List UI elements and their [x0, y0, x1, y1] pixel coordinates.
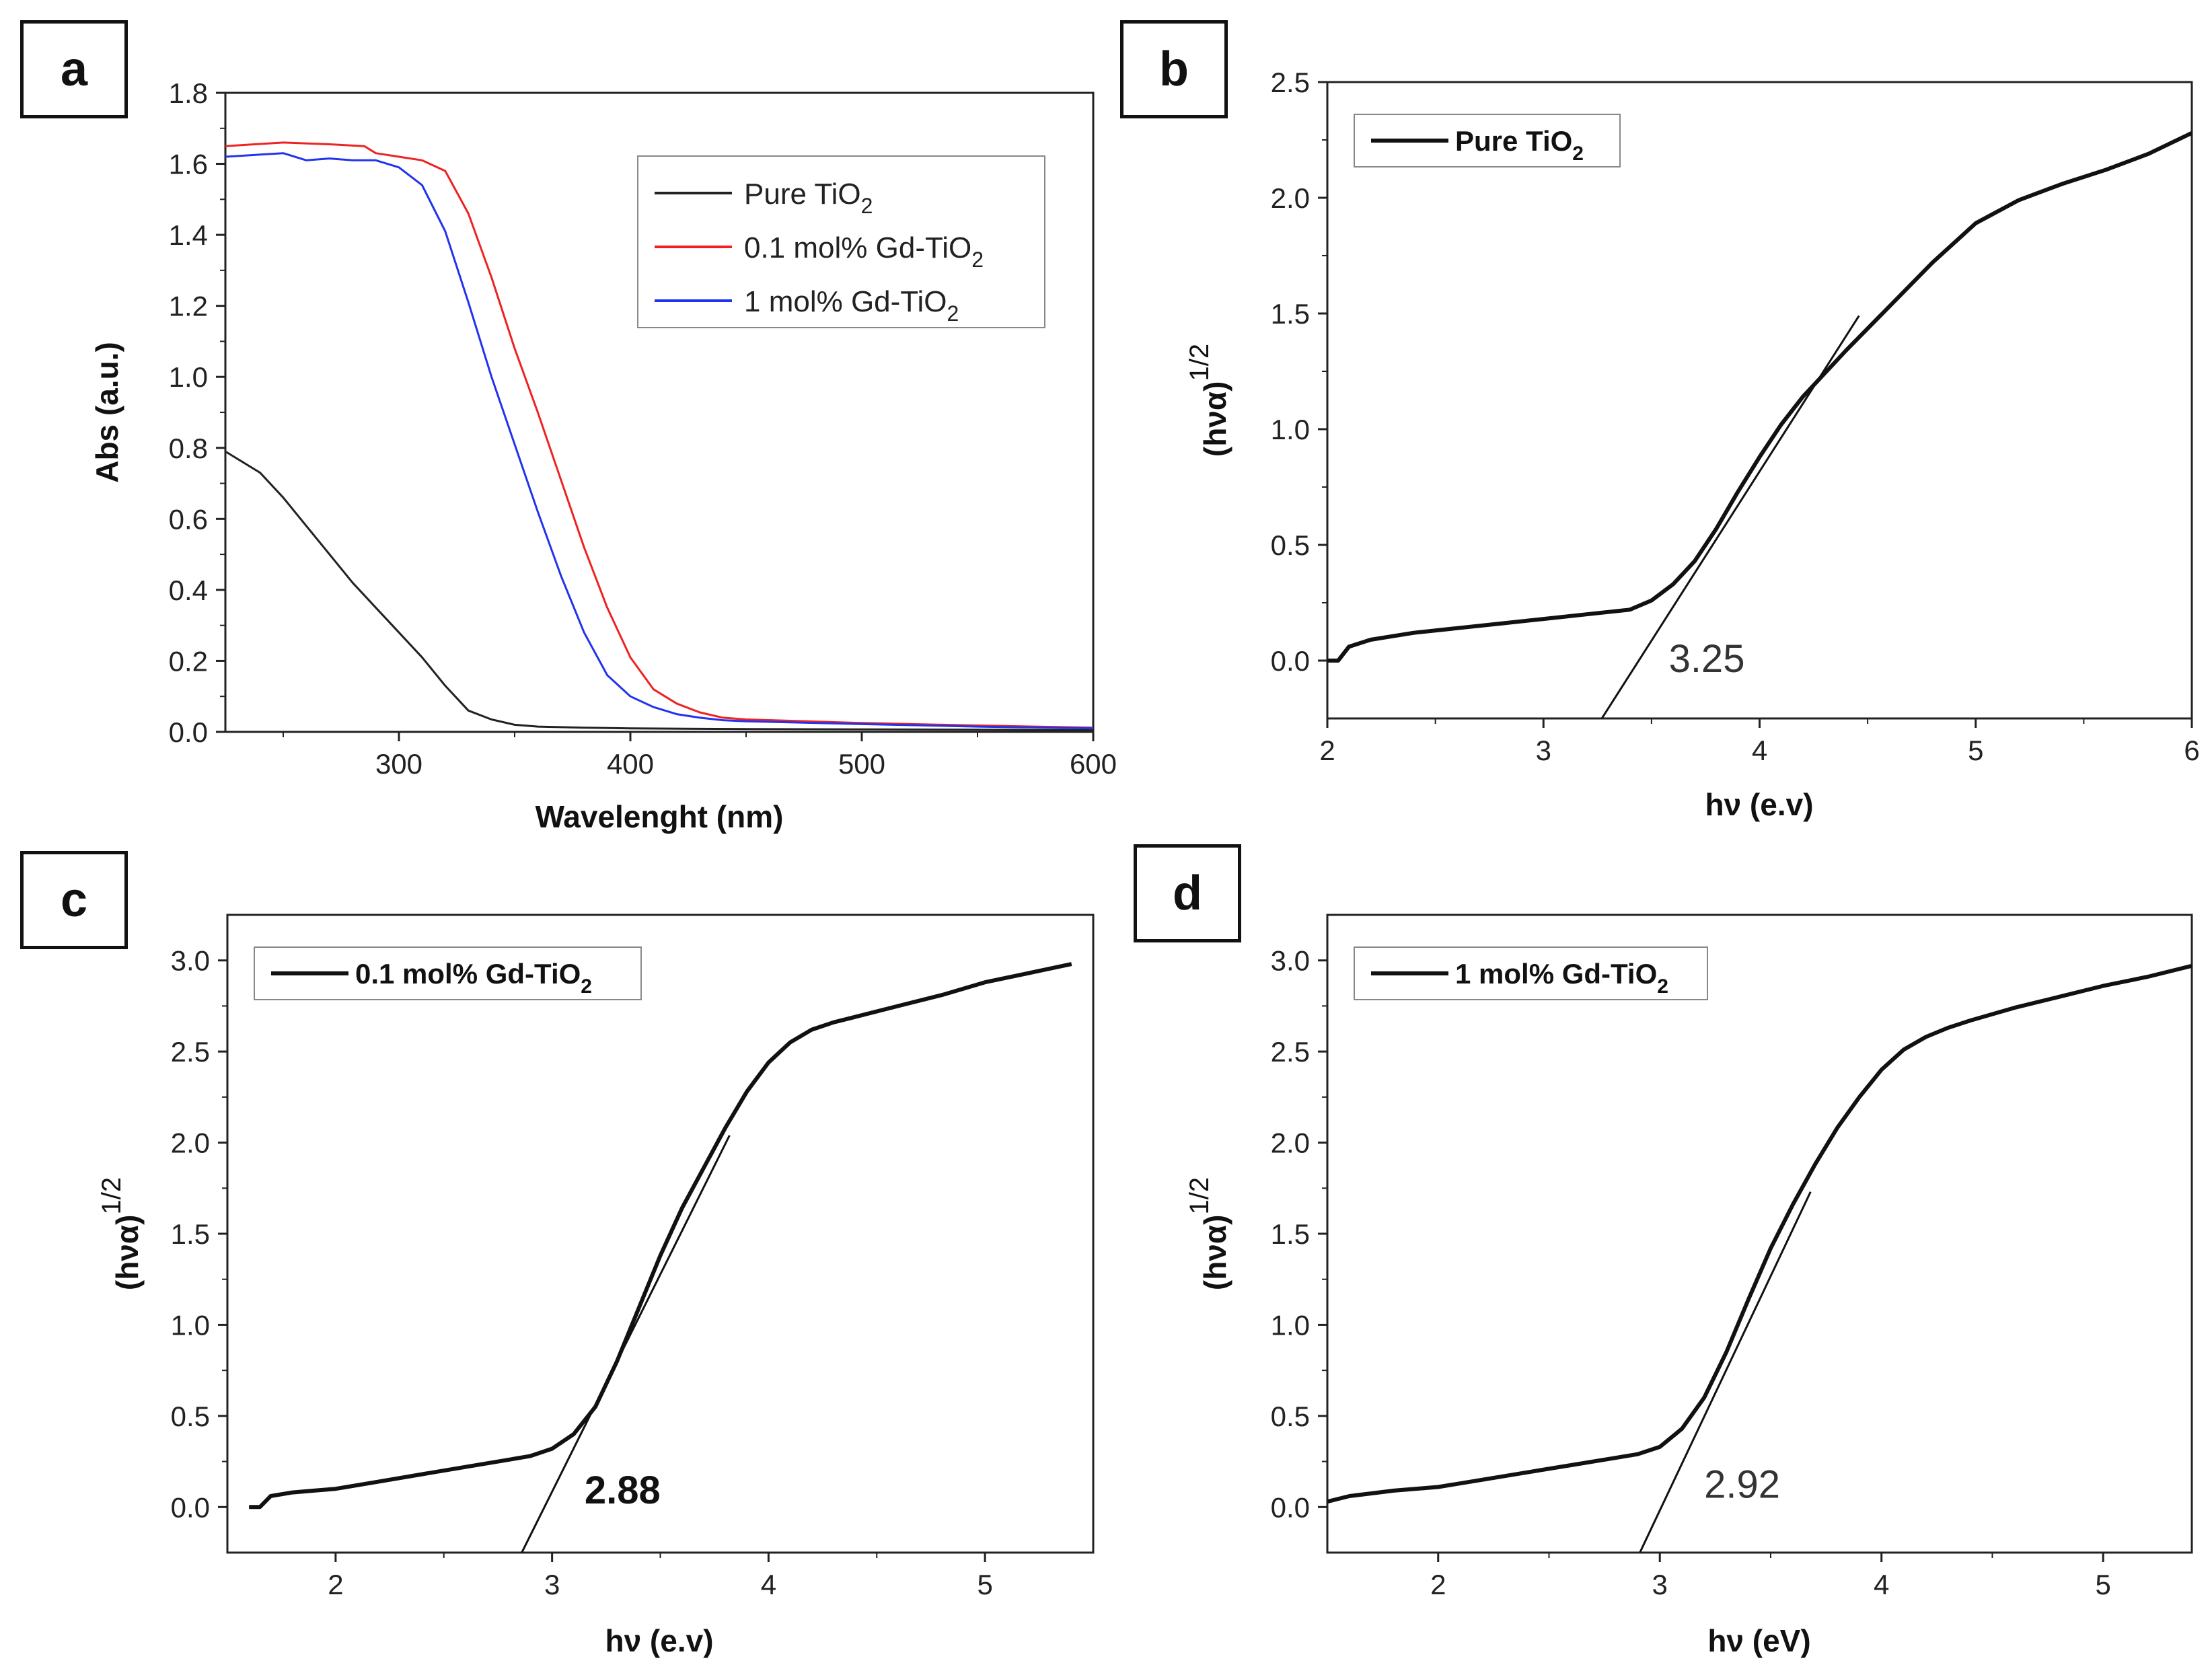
band-gap-annotation: 2.88 [585, 1468, 661, 1512]
plot-frame [226, 914, 1095, 1554]
series-line-0 [225, 450, 1093, 731]
x-axis-label: Wavelenght (nm) [536, 799, 784, 834]
plot-frame [1326, 81, 2193, 720]
x-tick-label: 2 [328, 1569, 343, 1600]
panel-a: a 300 400 500 600 0.0 0.2 0.4 0.6 0.8 1.0 1.2 1.4 1.… [0, 0, 1117, 848]
tangent-line [1600, 315, 1860, 718]
series-line-0 [1327, 131, 2192, 663]
y-tick-label: 0.0 [169, 716, 208, 748]
y-axis-label: (hνα)1/2 [1185, 344, 1232, 457]
y-tick-label: 2.5 [1271, 1036, 1310, 1068]
y-tick-label: 0.5 [1271, 1401, 1310, 1432]
series-line-1 [225, 141, 1093, 729]
series-line-0 [249, 962, 1072, 1510]
y-tick-label: 3.0 [1271, 945, 1310, 977]
x-tick-label: 400 [607, 748, 654, 780]
y-tick-label: 1.0 [1271, 414, 1310, 445]
x-tick-label: 5 [2096, 1569, 2111, 1600]
x-tick-label: 4 [761, 1569, 776, 1600]
y-tick-label: 1.5 [171, 1218, 210, 1250]
y-tick-label: 3.0 [171, 945, 210, 977]
x-tick-label: 3 [544, 1569, 560, 1600]
y-tick-label: 1.2 [169, 291, 208, 322]
tauc-plot-pure: 2 3 4 5 6 0.0 0.5 1.0 1.5 2.0 2.5 hν (e.v) (hνα)1/2 3… [1185, 67, 2200, 822]
legend-entry: 0.1 mol% Gd-TiO2 [355, 958, 592, 998]
x-axis-label: hν (eV) [1707, 1623, 1810, 1658]
legend-entry: 1 mol% Gd-TiO2 [1455, 958, 1668, 998]
band-gap-annotation: 2.92 [1704, 1463, 1780, 1507]
x-tick-label: 500 [838, 748, 885, 780]
y-tick-label: 1.8 [169, 77, 208, 109]
x-tick-label: 6 [2184, 735, 2199, 766]
y-tick-label: 1.4 [169, 219, 208, 251]
tangent-line [1639, 1191, 1812, 1553]
panel-label-d: d [1134, 844, 1241, 942]
y-axis-label: Abs (a.u.) [89, 342, 124, 483]
x-tick-label: 2 [1319, 735, 1335, 766]
series-line-2 [225, 152, 1093, 730]
y-tick-label: 2.0 [1271, 1127, 1310, 1159]
x-axis-label: hν (e.v) [1705, 787, 1813, 822]
y-tick-label: 0.0 [1271, 1491, 1310, 1523]
panel-label-a: a [20, 20, 128, 118]
y-axis-label: (hνα)1/2 [1185, 1177, 1232, 1290]
y-tick-label: 0.5 [1271, 529, 1310, 561]
tauc-plot-0-1-gd: 2 3 4 5 0.0 0.5 1.0 1.5 2.0 2.5 3.0 hν (e.v) (hνα)1/… [97, 914, 1095, 1658]
x-tick-label: 300 [375, 748, 422, 780]
legend-box [637, 155, 1045, 328]
y-tick-label: 0.5 [171, 1401, 210, 1432]
x-tick-label: 600 [1070, 748, 1117, 780]
plot-frame [1326, 914, 2193, 1554]
y-tick-label: 0.0 [1271, 645, 1310, 677]
tangent-line [521, 1135, 731, 1553]
absorbance-chart: 300 400 500 600 0.0 0.2 0.4 0.6 0.8 1.0 1.2 1.4 1.6 1… [89, 77, 1117, 834]
panel-label-b: b [1120, 20, 1228, 118]
legend-entry: Pure TiO2 [1455, 125, 1584, 165]
y-tick-label: 0.6 [169, 503, 208, 535]
panel-c: c 2 3 4 5 0.0 0.5 1.0 1.5 2.0 2.5 3.0 hν (e.v) (hνα)… [0, 848, 1110, 1673]
legend-box [1354, 946, 1708, 1000]
y-tick-label: 1.6 [169, 149, 208, 180]
panel-label-c: c [20, 851, 128, 949]
y-tick-label: 1.5 [1271, 298, 1310, 330]
x-tick-label: 5 [977, 1569, 992, 1600]
x-tick-label: 4 [1874, 1569, 1889, 1600]
x-tick-label: 5 [1968, 735, 1983, 766]
x-tick-label: 3 [1652, 1569, 1668, 1600]
y-tick-label: 2.0 [1271, 182, 1310, 214]
y-tick-label: 0.4 [169, 574, 208, 606]
legend-entry-2: 1 mol% Gd-TiO2 [744, 285, 959, 326]
legend-entry-1: 0.1 mol% Gd-TiO2 [744, 231, 984, 272]
panel-b: b 2 3 4 5 6 0.0 0.5 1.0 1.5 2.0 2.5 hν (e.v) (hνα)1/… [1110, 0, 2212, 848]
y-tick-label: 2.0 [171, 1127, 210, 1159]
y-tick-label: 1.0 [1271, 1309, 1310, 1341]
y-axis-label: (hνα)1/2 [97, 1177, 145, 1290]
y-tick-label: 1.0 [171, 1309, 210, 1341]
series-line-0 [1327, 963, 2192, 1504]
y-tick-label: 0.8 [169, 433, 208, 464]
panel-d: d 2 3 4 5 0.0 0.5 1.0 1.5 2.0 2.5 3.0 hν (eV) (hνα)1… [1110, 844, 2212, 1673]
x-axis-label: hν (e.v) [605, 1623, 713, 1658]
y-tick-label: 1.0 [169, 361, 208, 393]
y-tick-label: 1.5 [1271, 1218, 1310, 1250]
y-tick-label: 2.5 [171, 1036, 210, 1068]
y-tick-label: 0.2 [169, 645, 208, 677]
legend-entry-0: Pure TiO2 [744, 178, 873, 218]
y-tick-label: 2.5 [1271, 67, 1310, 98]
y-tick-label: 0.0 [171, 1491, 210, 1523]
band-gap-annotation: 3.25 [1669, 637, 1745, 681]
tauc-plot-1-gd: 2 3 4 5 0.0 0.5 1.0 1.5 2.0 2.5 3.0 hν (eV) (hνα)1/2… [1185, 914, 2193, 1658]
x-tick-label: 2 [1430, 1569, 1446, 1600]
x-tick-label: 3 [1536, 735, 1551, 766]
x-tick-label: 4 [1752, 735, 1767, 766]
